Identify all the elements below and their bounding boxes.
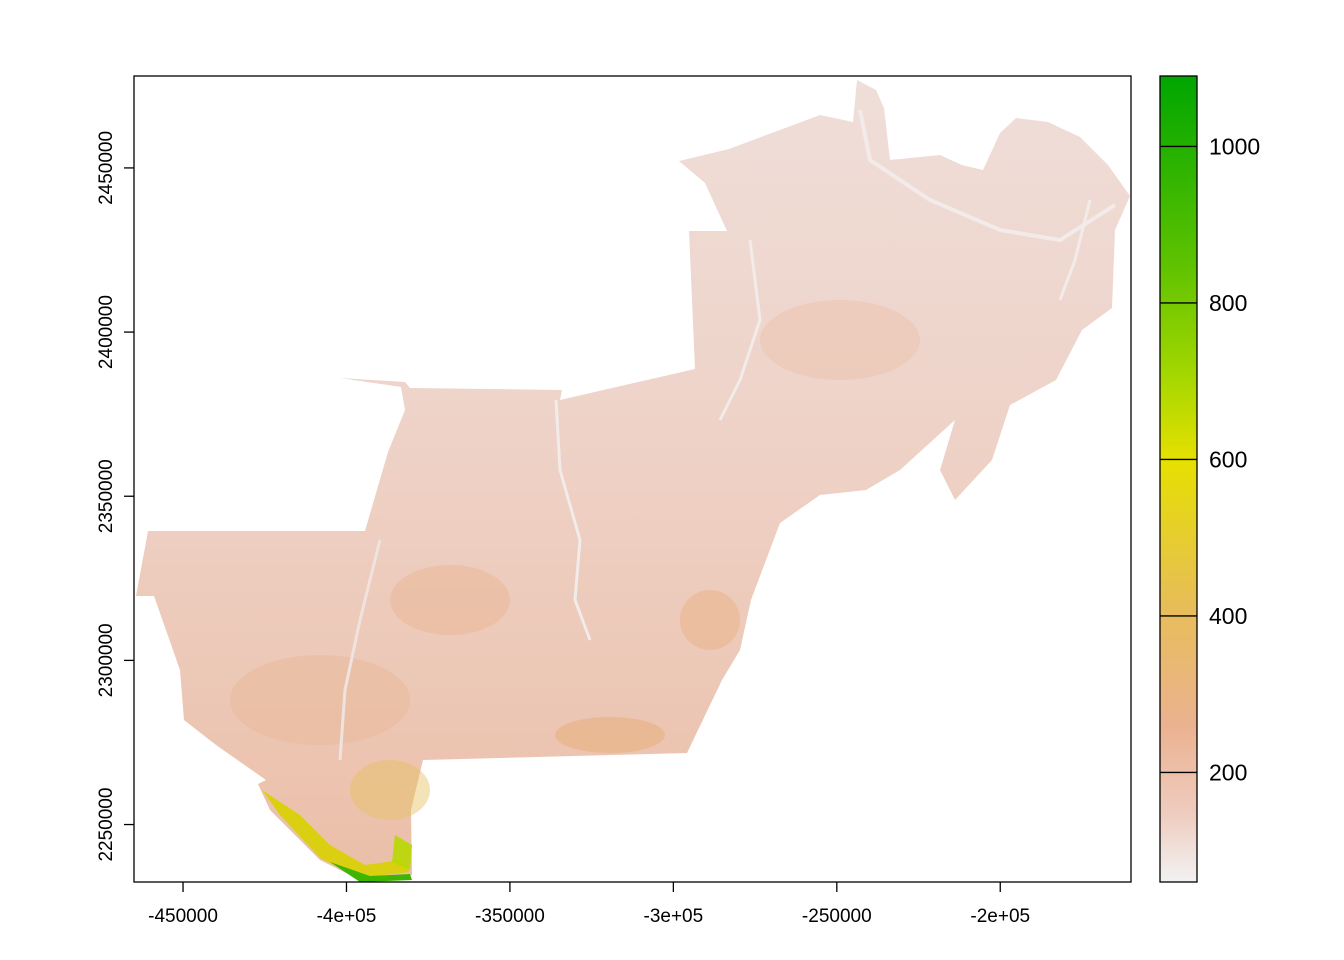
high-elevation-strip	[330, 862, 412, 882]
y-axis: 2250000 2300000 2350000 2400000 2450000	[96, 131, 134, 862]
x-tick-label: -450000	[148, 906, 218, 927]
x-axis: -450000 -4e+05 -350000 -3e+05 -250000 -2e+05	[148, 882, 1030, 927]
highland-patch	[680, 590, 740, 650]
x-tick-label: -4e+05	[317, 906, 377, 927]
river	[338, 539, 382, 761]
river	[554, 399, 592, 641]
legend-tick-label: 1000	[1209, 133, 1260, 159]
highland-patch	[390, 565, 510, 635]
plot-frame	[133, 75, 1132, 883]
high-elevation-strip	[392, 835, 412, 870]
y-tick-label: 2450000	[96, 131, 117, 205]
high-elevation-strip	[262, 790, 410, 878]
y-tick-label: 2350000	[96, 459, 117, 533]
highland-patch	[555, 717, 665, 753]
legend-tick-label: 200	[1209, 759, 1247, 785]
x-tick-label: -250000	[802, 906, 872, 927]
highland-patch	[350, 760, 430, 820]
legend-tick-label: 400	[1209, 603, 1247, 629]
highland-patch	[760, 300, 920, 380]
elevation-raster	[136, 80, 1130, 882]
x-tick-label: -3e+05	[644, 906, 704, 927]
color-legend: 200 400 600 800 1000	[1159, 75, 1260, 883]
y-tick-label: 2300000	[96, 623, 117, 697]
highland-patch	[230, 655, 410, 745]
x-tick-label: -2e+05	[970, 906, 1030, 927]
legend-ticks: 200 400 600 800 1000	[1160, 133, 1260, 785]
elevation-region	[136, 80, 1130, 880]
legend-colorbar	[1159, 75, 1198, 883]
river	[718, 239, 762, 421]
y-tick-label: 2250000	[96, 788, 117, 862]
x-tick-label: -350000	[475, 906, 545, 927]
y-tick-label: 2400000	[96, 295, 117, 369]
legend-tick-label: 800	[1209, 290, 1247, 316]
legend-tick-label: 600	[1209, 446, 1247, 472]
river	[858, 109, 1117, 243]
river	[1058, 199, 1092, 301]
